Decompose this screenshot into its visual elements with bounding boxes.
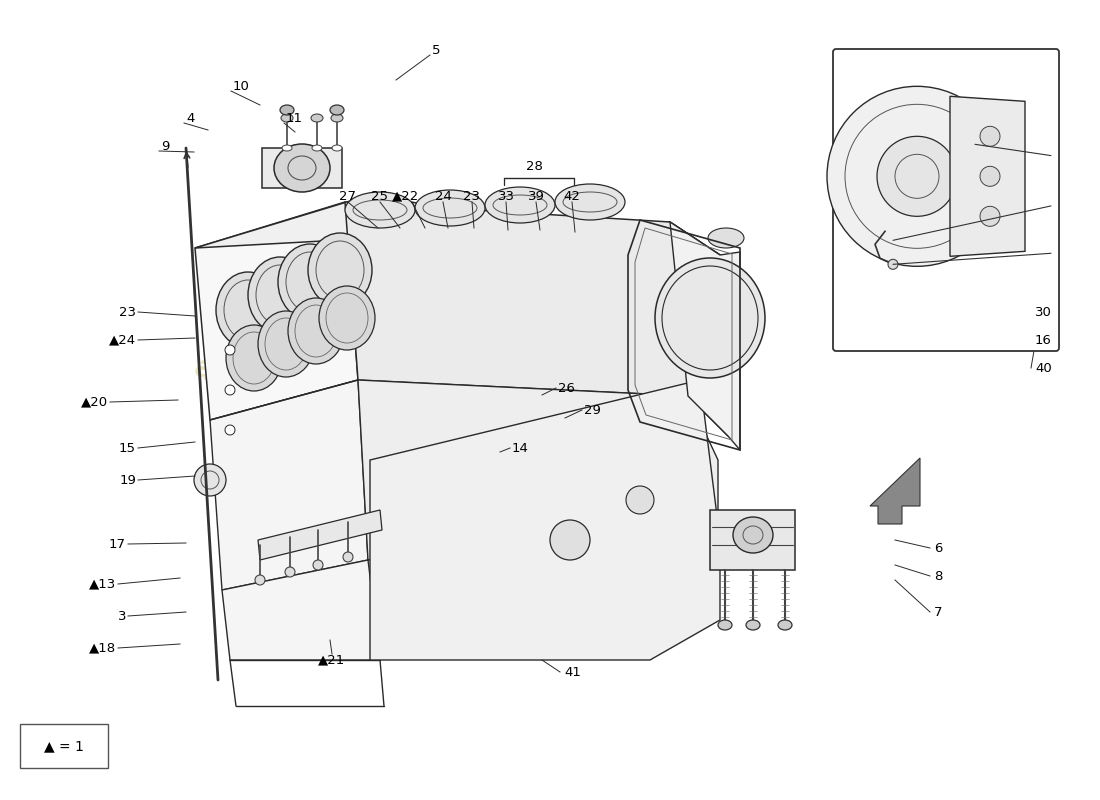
Ellipse shape [280,105,294,115]
Polygon shape [210,380,368,590]
Polygon shape [262,148,342,188]
Circle shape [255,575,265,585]
Ellipse shape [746,620,760,630]
Text: 40: 40 [1035,362,1052,374]
Polygon shape [358,380,700,560]
Text: 10: 10 [233,79,250,93]
Polygon shape [870,458,920,524]
Circle shape [980,126,1000,146]
Text: 41: 41 [564,666,581,678]
Ellipse shape [226,325,282,391]
Ellipse shape [332,145,342,151]
Circle shape [877,136,957,216]
Text: 4: 4 [186,111,195,125]
Ellipse shape [330,105,344,115]
Text: 15: 15 [119,442,136,454]
Ellipse shape [288,298,344,364]
Circle shape [626,486,654,514]
Circle shape [285,567,295,577]
Ellipse shape [278,244,342,320]
Circle shape [314,560,323,570]
Text: 11: 11 [286,111,302,125]
Ellipse shape [733,517,773,553]
Ellipse shape [311,114,323,122]
Text: 6: 6 [934,542,943,554]
Text: 3: 3 [118,610,127,622]
Text: 5: 5 [432,43,440,57]
Polygon shape [688,396,718,540]
Ellipse shape [280,114,293,122]
Text: 24: 24 [434,190,451,202]
Polygon shape [950,96,1025,256]
Text: ▲24: ▲24 [109,334,136,346]
Circle shape [888,259,898,270]
Ellipse shape [654,258,764,378]
Ellipse shape [258,311,314,377]
Circle shape [194,464,226,496]
Text: ▲22: ▲22 [393,190,419,202]
Text: 28: 28 [526,161,542,174]
Ellipse shape [308,233,372,307]
Text: 23: 23 [119,306,136,318]
Polygon shape [258,510,382,560]
Ellipse shape [331,114,343,122]
Text: eurospares: eurospares [254,318,606,542]
Circle shape [343,552,353,562]
Text: 14: 14 [512,442,529,454]
Circle shape [550,520,590,560]
Text: 16: 16 [1035,334,1052,346]
Polygon shape [370,380,720,660]
Ellipse shape [312,145,322,151]
Ellipse shape [216,272,280,348]
Text: ▲13: ▲13 [89,578,116,590]
Text: 7: 7 [934,606,943,618]
Text: 39: 39 [528,190,544,202]
Circle shape [827,86,1007,266]
Text: 29: 29 [584,403,601,417]
Circle shape [980,166,1000,186]
Ellipse shape [708,228,744,248]
Text: 33: 33 [497,190,515,202]
Ellipse shape [248,257,312,333]
Polygon shape [222,560,380,660]
Ellipse shape [415,190,485,226]
Text: 25: 25 [372,190,388,202]
Circle shape [980,206,1000,226]
Ellipse shape [485,187,556,223]
Text: 27: 27 [340,190,356,202]
Circle shape [226,345,235,355]
Ellipse shape [274,144,330,192]
Ellipse shape [556,184,625,220]
Text: a passion for parts, since 1988: a passion for parts, since 1988 [189,353,671,627]
Polygon shape [670,222,740,450]
Text: 19: 19 [119,474,136,486]
Ellipse shape [778,620,792,630]
Text: 26: 26 [558,382,575,394]
Text: ▲18: ▲18 [89,642,116,654]
Circle shape [226,385,235,395]
Text: 30: 30 [1035,306,1052,318]
Text: ▲ = 1: ▲ = 1 [44,739,84,753]
Text: 9: 9 [161,139,169,153]
Text: 42: 42 [563,190,581,202]
Text: ▲21: ▲21 [318,654,345,666]
Ellipse shape [718,620,732,630]
Text: ▲20: ▲20 [81,395,108,409]
FancyBboxPatch shape [833,49,1059,351]
Ellipse shape [345,192,415,228]
Ellipse shape [282,145,292,151]
Polygon shape [195,202,358,420]
Circle shape [226,425,235,435]
Text: 23: 23 [463,190,481,202]
Polygon shape [345,202,728,436]
Text: 8: 8 [934,570,943,582]
Polygon shape [195,195,720,255]
Ellipse shape [319,286,375,350]
Polygon shape [710,510,795,570]
Text: 17: 17 [109,538,126,550]
